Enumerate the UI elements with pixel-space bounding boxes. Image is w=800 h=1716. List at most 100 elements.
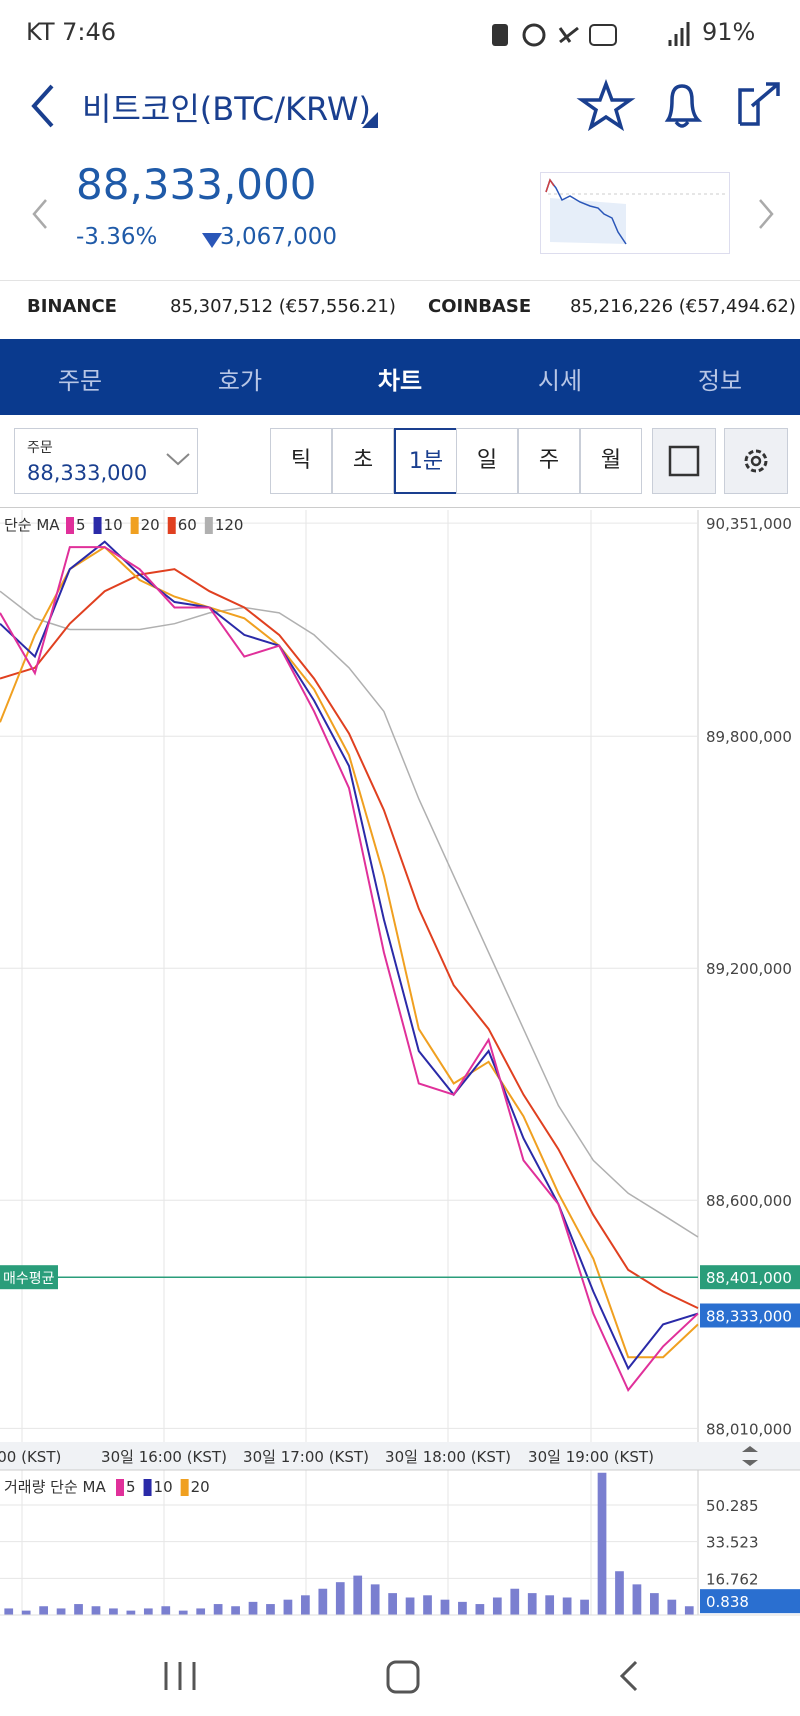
current-volume-label: 0.838 (706, 1593, 749, 1611)
price-nav (32, 199, 774, 248)
ma-line (0, 540, 699, 1371)
current-price-label: 88,333,000 (706, 1307, 792, 1325)
current-price-bg (700, 1303, 800, 1328)
dropdown[interactable] (362, 112, 378, 128)
dropdown-icon (166, 453, 190, 466)
share-button[interactable] (738, 82, 780, 126)
recent-button[interactable] (164, 1662, 196, 1690)
order-price: 88,333,000 (27, 461, 148, 485)
legend-swatch (93, 517, 102, 534)
legend-label: 20 (141, 516, 160, 534)
order-label: 주문 (27, 440, 53, 456)
y-tick-label: 16.762 (706, 1570, 759, 1588)
legend-label: 5 (126, 1478, 136, 1496)
current-price: 88,333,000 (76, 160, 317, 209)
favorite-button[interactable] (576, 79, 636, 132)
volume-bar (126, 1610, 136, 1615)
home-button[interactable] (386, 1660, 420, 1694)
volume-bar (650, 1593, 659, 1615)
carrier-time: KT 7:46 (26, 18, 117, 46)
tab[interactable]: 정보 (697, 367, 743, 395)
back-button[interactable] (31, 84, 54, 128)
interval-button[interactable]: 월 (580, 428, 642, 494)
x-tick-label: 5:00 (KST) (0, 1448, 61, 1466)
divider (0, 280, 800, 281)
volume-bar (56, 1608, 66, 1615)
volume-bar (440, 1599, 450, 1615)
x-tick-label: 30일 19:00 (KST) (528, 1448, 654, 1466)
volume-bar (632, 1584, 642, 1615)
legend-label: 5 (76, 516, 86, 534)
legend-label: 20 (191, 1478, 210, 1496)
interval-button[interactable]: 초 (332, 428, 394, 494)
volume-bar (91, 1606, 101, 1615)
tab-bar: 주문 호가 차트 시세 정보 (0, 339, 800, 415)
avg-label: 매수평균 (3, 1271, 55, 1287)
volume-bar (510, 1588, 520, 1615)
volume-bar (492, 1597, 502, 1615)
volume-bar (143, 1608, 153, 1615)
prev-button[interactable] (32, 199, 47, 229)
interval-button[interactable]: 일 (456, 428, 518, 494)
interval-button[interactable]: 틱 (270, 428, 332, 494)
legend-label: 60 (178, 516, 197, 534)
next-button[interactable] (759, 199, 774, 229)
legend-swatch (204, 517, 213, 534)
volume-bar (301, 1595, 310, 1615)
tab[interactable]: 차트 (377, 367, 423, 395)
interval-button[interactable]: 1분 (394, 428, 458, 494)
legend-title: 단순 MA (4, 516, 60, 534)
tab[interactable]: 시세 (537, 367, 583, 395)
divider (0, 507, 800, 508)
y-tick-label: 89,200,000 (706, 960, 792, 978)
legend-swatch (66, 517, 74, 534)
tab[interactable]: 호가 (217, 367, 263, 395)
gear-icon (744, 449, 768, 473)
change-percent: -3.36% (76, 224, 158, 250)
volume-bar (266, 1604, 275, 1615)
back-nav-button[interactable] (619, 1660, 638, 1692)
volume-bar (388, 1593, 397, 1615)
volume-bar (109, 1608, 118, 1615)
exchange-name: COINBASE (428, 296, 532, 317)
volume-bar (4, 1608, 14, 1615)
y-tick-label: 88,010,000 (706, 1420, 792, 1438)
volume-bar (475, 1604, 485, 1615)
avg-value-bg (700, 1265, 800, 1290)
interval-button[interactable]: 주 (518, 428, 580, 494)
current-volume-bg (700, 1589, 800, 1614)
volume-bar (370, 1584, 380, 1615)
y-tick-label: 33.523 (706, 1534, 759, 1552)
x-tick-label: 30일 16:00 (KST) (101, 1448, 227, 1466)
volume-bar (161, 1606, 171, 1615)
volume-bar (353, 1575, 363, 1615)
legend-swatch (116, 1479, 124, 1496)
volume-bar (562, 1597, 572, 1615)
ma-line (0, 568, 699, 1310)
y-tick-label: 50.285 (706, 1497, 759, 1515)
exchange-name: BINANCE (27, 296, 117, 317)
time-axis-bg (0, 1442, 800, 1470)
volume-bar (667, 1599, 677, 1615)
volume-bar (597, 1472, 607, 1615)
volume-bar (545, 1595, 555, 1615)
volume-bar (580, 1599, 589, 1615)
order-box[interactable]: 주문 88,333,000 (14, 428, 198, 494)
mini-chart (540, 172, 730, 254)
change-amount: 3,067,000 (220, 224, 338, 250)
volume-bar (615, 1571, 624, 1615)
layout-button[interactable] (652, 428, 716, 494)
settings-button[interactable] (724, 428, 788, 494)
volume-bar (283, 1599, 293, 1615)
legend-label: 10 (104, 516, 123, 534)
header-icons (31, 79, 780, 132)
x-tick-label: 30일 17:00 (KST) (243, 1448, 369, 1466)
alarm-button[interactable] (664, 84, 703, 128)
tab[interactable]: 주문 (57, 367, 103, 395)
volume-bar (248, 1601, 258, 1615)
chart-area: 90,351,000 89,800,000 89,200,000 88,600,000… (0, 510, 800, 1616)
volume-bar (405, 1597, 415, 1615)
scroll-handle (742, 1446, 758, 1466)
legend-label: 10 (154, 1478, 173, 1496)
